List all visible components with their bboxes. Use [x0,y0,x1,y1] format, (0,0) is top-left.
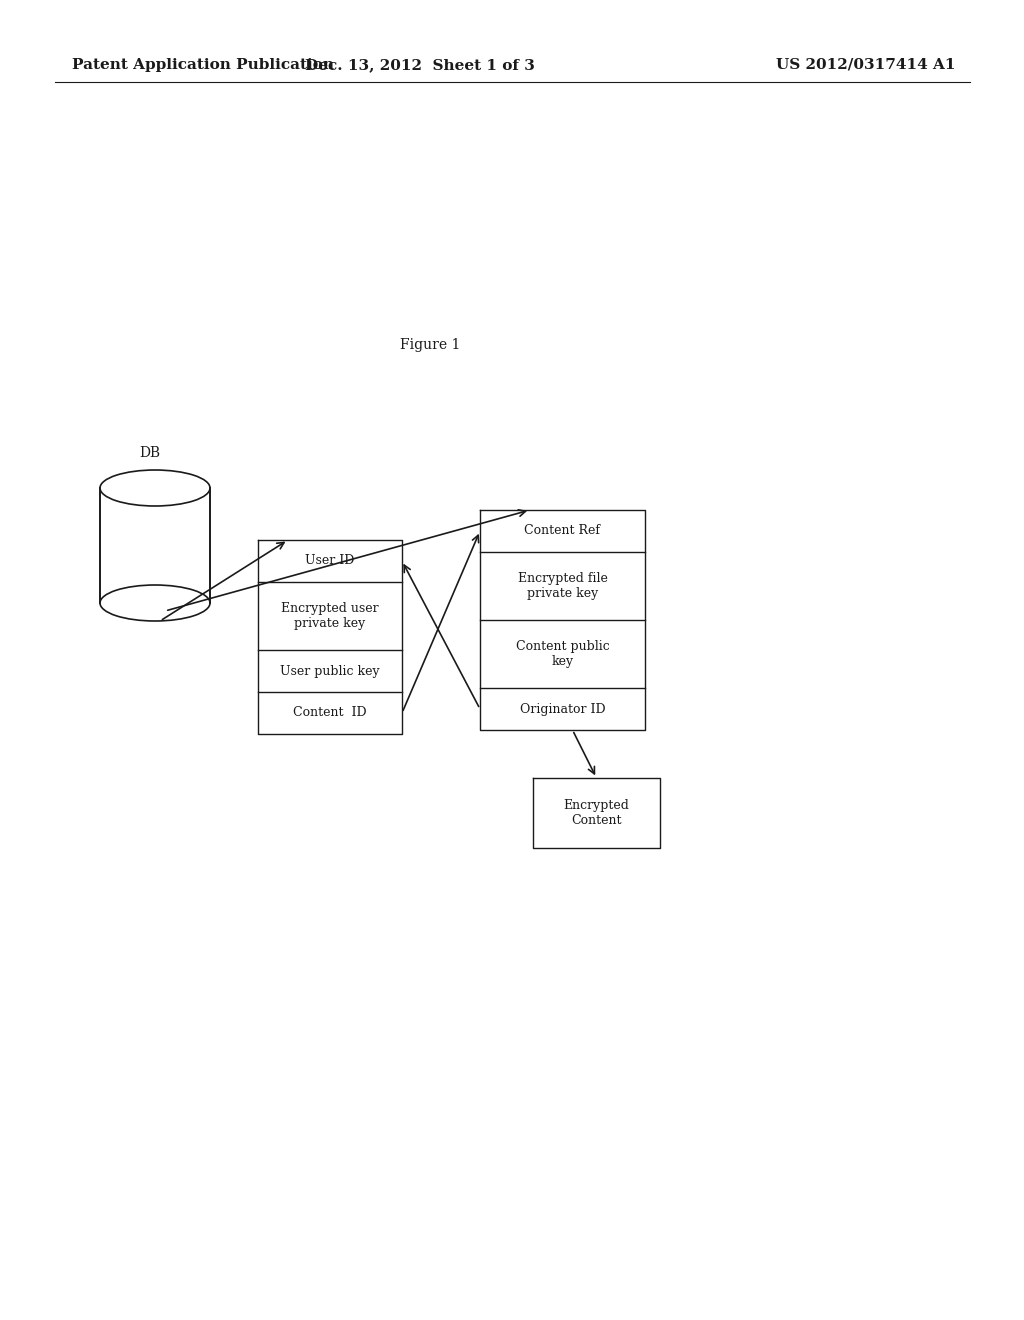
Text: Figure 1: Figure 1 [399,338,460,352]
Text: US 2012/0317414 A1: US 2012/0317414 A1 [775,58,955,73]
Text: User public key: User public key [281,664,380,677]
Text: Content public
key: Content public key [516,640,609,668]
Ellipse shape [100,585,210,620]
Text: Content  ID: Content ID [293,706,367,719]
Bar [100,488,210,603]
Ellipse shape [100,470,210,506]
Text: Encrypted
Content: Encrypted Content [563,799,630,828]
Text: Originator ID: Originator ID [520,702,605,715]
Text: Patent Application Publication: Patent Application Publication [72,58,334,73]
Text: User ID: User ID [305,554,354,568]
Text: Content Ref: Content Ref [524,524,600,537]
Text: DB: DB [139,446,161,459]
Text: Encrypted file
private key: Encrypted file private key [517,572,607,601]
Text: Encrypted user
private key: Encrypted user private key [282,602,379,630]
Text: Dec. 13, 2012  Sheet 1 of 3: Dec. 13, 2012 Sheet 1 of 3 [305,58,535,73]
